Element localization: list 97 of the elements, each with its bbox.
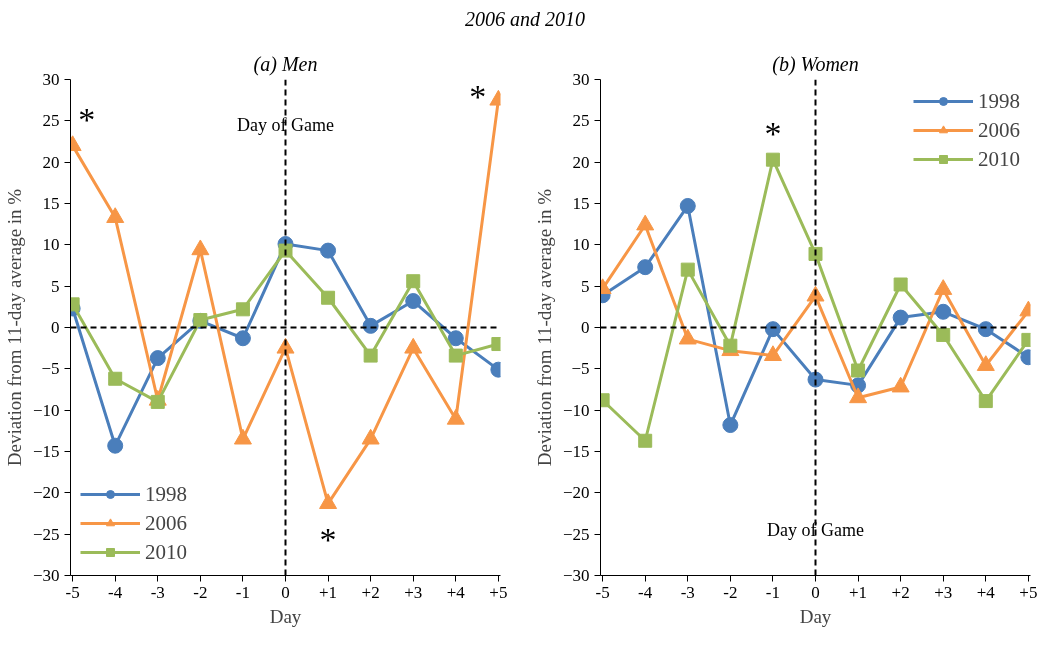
x-tick-label: -3 — [150, 582, 165, 602]
annotation: * — [469, 77, 487, 115]
legend-label: 1998 — [978, 88, 1020, 114]
x-tick-label: 0 — [811, 582, 820, 602]
x-tick-label: +2 — [361, 582, 380, 602]
point — [680, 262, 695, 277]
y-tick-label: −20 — [562, 482, 590, 502]
point — [321, 290, 336, 305]
x-tick-label: -1 — [235, 582, 251, 602]
point — [363, 348, 378, 363]
point — [678, 328, 697, 345]
point — [235, 301, 250, 316]
x-axis-title: Day — [799, 605, 832, 627]
chart-title: (b) Women — [772, 52, 859, 76]
y-tick-label: 15 — [42, 193, 60, 213]
point — [149, 349, 166, 366]
y-tick-label: −5 — [41, 358, 60, 378]
point — [892, 309, 909, 326]
y-tick-label: 25 — [42, 110, 60, 130]
legend-label: 1998 — [145, 481, 187, 507]
y-tick-label: −15 — [32, 441, 60, 461]
point — [722, 416, 739, 433]
y-tick-label: 15 — [572, 193, 590, 213]
point — [851, 363, 866, 378]
annotation: Day of Game — [767, 519, 864, 540]
point — [764, 320, 781, 337]
y-axis-title: Deviation from 11-day average in % — [533, 188, 555, 466]
y-tick-label: 25 — [572, 110, 590, 130]
y-tick-label: −15 — [562, 441, 590, 461]
point — [234, 329, 251, 346]
y-tick-label: −5 — [571, 358, 590, 378]
point — [808, 246, 823, 261]
annotation: * — [319, 520, 337, 558]
point — [936, 327, 951, 342]
y-tick-label: −10 — [562, 400, 590, 420]
point — [405, 292, 422, 309]
point — [278, 243, 293, 258]
y-tick-label: −25 — [562, 524, 590, 544]
point — [448, 348, 463, 363]
x-tick-label: +1 — [849, 582, 868, 602]
x-tick-label: +3 — [934, 582, 953, 602]
point — [107, 437, 124, 454]
legend-label: 2010 — [145, 539, 187, 565]
y-tick-label: 20 — [572, 152, 590, 172]
point — [638, 433, 653, 448]
x-tick-label: -1 — [765, 582, 781, 602]
y-tick-label: 0 — [581, 317, 590, 337]
x-tick-label: +4 — [446, 582, 466, 602]
legend-label: 2010 — [978, 146, 1020, 172]
y-tick-label: −10 — [32, 400, 60, 420]
x-tick-label: +4 — [976, 582, 996, 602]
y-tick-label: −30 — [32, 565, 60, 585]
annotation: * — [764, 114, 782, 152]
x-tick-label: -5 — [595, 582, 610, 602]
y-axis-title: Deviation from 11-day average in % — [3, 188, 25, 466]
x-tick-label: -4 — [638, 582, 653, 602]
point — [893, 277, 908, 292]
y-tick-label: 10 — [572, 234, 590, 254]
y-tick-label: 5 — [51, 276, 60, 296]
point — [637, 258, 654, 275]
point — [320, 242, 337, 259]
y-tick-label: −30 — [562, 565, 590, 585]
x-tick-label: +2 — [891, 582, 910, 602]
point — [108, 371, 123, 386]
legend-label: 2006 — [978, 117, 1020, 143]
x-tick-label: -5 — [65, 582, 80, 602]
point — [765, 152, 780, 167]
x-tick-label: -2 — [193, 582, 208, 602]
y-tick-label: −20 — [32, 482, 60, 502]
x-tick-label: +1 — [319, 582, 338, 602]
x-tick-label: +5 — [1019, 582, 1038, 602]
point — [150, 394, 165, 409]
annotation: Day of Game — [237, 114, 334, 135]
x-tick-label: -3 — [680, 582, 695, 602]
y-tick-label: 30 — [42, 69, 60, 89]
text: 2006 and 2010 — [465, 7, 585, 32]
x-tick-label: -4 — [108, 582, 123, 602]
x-tick-label: +5 — [489, 582, 508, 602]
x-tick-label: +3 — [404, 582, 423, 602]
chart-title: (a) Men — [253, 52, 318, 76]
y-tick-label: 10 — [42, 234, 60, 254]
annotation: * — [78, 100, 96, 138]
legend-label: 2006 — [145, 510, 187, 536]
x-tick-label: 0 — [281, 582, 290, 602]
y-tick-label: −25 — [32, 524, 60, 544]
point — [406, 273, 421, 288]
point — [977, 320, 994, 337]
x-tick-label: -2 — [723, 582, 738, 602]
y-tick-label: 20 — [42, 152, 60, 172]
point — [679, 197, 696, 214]
x-axis-title: Day — [269, 605, 302, 627]
point — [978, 393, 993, 408]
point — [447, 329, 464, 346]
point — [935, 303, 952, 320]
y-tick-label: 30 — [572, 69, 590, 89]
y-tick-label: 0 — [51, 317, 60, 337]
y-tick-label: 5 — [581, 276, 590, 296]
